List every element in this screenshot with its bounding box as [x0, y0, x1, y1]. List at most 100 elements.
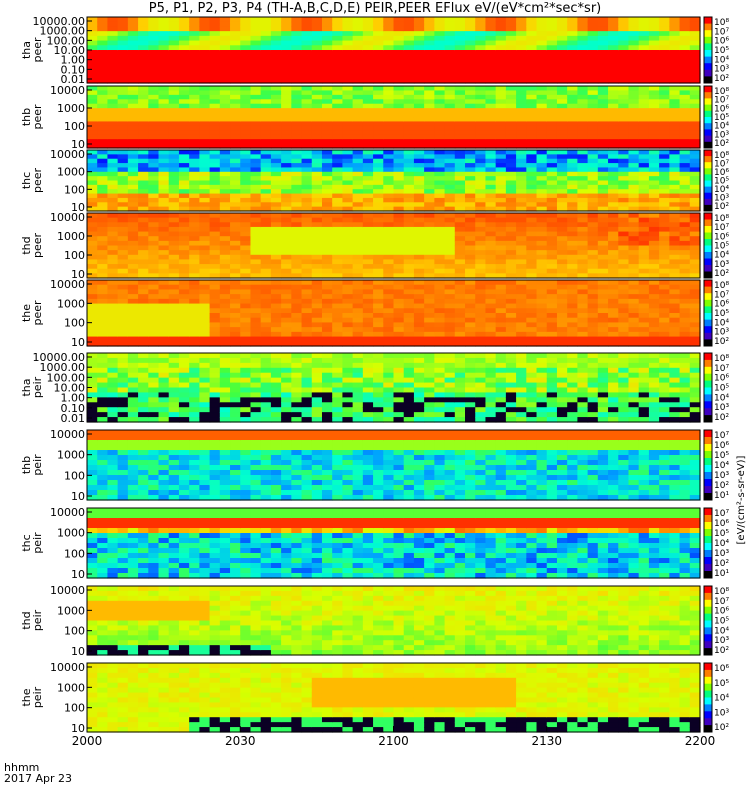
heatmap-cell: [454, 31, 466, 37]
heatmap-cell: [495, 222, 507, 228]
heatmap-cell: [230, 222, 241, 228]
heatmap-cell: [434, 86, 446, 92]
heatmap-cell: [230, 86, 241, 92]
heatmap-cell: [138, 64, 149, 70]
heatmap-cell: [689, 226, 701, 233]
heatmap-cell: [342, 308, 354, 314]
heatmap-cell: [87, 222, 98, 228]
heatmap-cell: [138, 54, 149, 61]
heatmap-cell: [178, 167, 190, 173]
heatmap-cell: [454, 50, 466, 56]
heatmap-cell: [597, 245, 609, 251]
heatmap-cell: [240, 317, 252, 324]
heatmap-cell: [659, 154, 670, 160]
heatmap-cell: [240, 289, 252, 295]
heatmap-cell: [117, 407, 129, 413]
heatmap-cell: [628, 213, 640, 219]
heatmap-cell: [250, 154, 262, 160]
y-tick-label: 1.00: [61, 54, 86, 67]
heatmap-cell: [444, 317, 456, 324]
heatmap-cell: [413, 322, 425, 328]
heatmap-cell: [475, 78, 487, 84]
heatmap-cell: [250, 367, 262, 374]
heatmap-cell: [546, 284, 558, 291]
heatmap-cell: [332, 387, 344, 394]
heatmap-cell: [240, 313, 252, 319]
heatmap-cell: [567, 121, 578, 127]
heatmap-cell: [608, 213, 619, 219]
heatmap-cell: [628, 50, 640, 56]
heatmap-cell: [413, 206, 425, 212]
heatmap-cell: [219, 90, 231, 96]
heatmap-cell: [87, 250, 98, 256]
heatmap-cell: [597, 184, 609, 190]
y-tick-label: 1000.00: [40, 25, 86, 38]
heatmap-cell: [556, 202, 568, 208]
heatmap-cell: [567, 240, 578, 247]
heatmap-cell: [465, 417, 476, 423]
heatmap-cell: [250, 197, 262, 203]
heatmap-cell: [638, 26, 650, 32]
heatmap-cell: [240, 94, 252, 100]
heatmap-cell: [546, 125, 558, 131]
heatmap-cell: [158, 392, 170, 398]
heatmap-cell: [342, 268, 354, 274]
heatmap-cell: [689, 245, 701, 251]
heatmap-cell: [413, 154, 425, 160]
heatmap-cell: [178, 45, 190, 51]
heatmap-cell: [373, 264, 384, 270]
heatmap-cell: [158, 298, 170, 305]
heatmap-cell: [332, 134, 344, 140]
heatmap-cell: [618, 322, 630, 328]
heatmap-cell: [301, 392, 313, 398]
heatmap-cell: [107, 184, 119, 190]
heatmap-cell: [178, 31, 190, 37]
heatmap-cell: [577, 143, 589, 149]
heatmap-cell: [352, 134, 364, 140]
heatmap-cell: [168, 331, 180, 338]
heatmap-cell: [117, 50, 129, 56]
heatmap-cell: [321, 268, 333, 274]
heatmap-cell: [638, 264, 650, 270]
heatmap-cell: [321, 150, 333, 155]
heatmap-cell: [505, 73, 517, 79]
heatmap-cell: [189, 99, 200, 105]
heatmap-cell: [87, 231, 98, 237]
heatmap-cell: [301, 134, 313, 140]
heatmap-cell: [209, 268, 221, 274]
heatmap-cell: [260, 240, 272, 247]
heatmap-cell: [281, 226, 292, 233]
heatmap-cell: [454, 171, 466, 177]
heatmap-cell: [434, 372, 446, 379]
heatmap-cell: [352, 294, 364, 300]
heatmap-cell: [383, 331, 395, 338]
heatmap-cell: [536, 226, 548, 233]
heatmap-cell: [117, 231, 129, 237]
heatmap-cell: [138, 206, 149, 212]
heatmap-cell: [168, 73, 180, 79]
heatmap-cell: [546, 117, 558, 123]
heatmap-cell: [219, 99, 231, 105]
heatmap-cell: [270, 121, 282, 127]
heatmap-cell: [373, 121, 384, 127]
heatmap-cell: [250, 103, 262, 109]
heatmap-cell: [485, 103, 497, 109]
heatmap-cell: [178, 206, 190, 212]
heatmap-cell: [291, 372, 303, 379]
heatmap-cell: [240, 387, 252, 394]
heatmap-cell: [342, 236, 354, 242]
heatmap-cell: [505, 50, 517, 56]
heatmap-cell: [648, 45, 660, 51]
heatmap-cell: [505, 313, 517, 319]
heatmap-cell: [536, 417, 548, 423]
heatmap-cell: [168, 197, 180, 203]
heatmap-cell: [301, 206, 313, 212]
heatmap-cell: [301, 121, 313, 127]
heatmap-cell: [148, 112, 160, 118]
heatmap-cell: [97, 353, 109, 359]
heatmap-cell: [556, 284, 568, 291]
heatmap-cell: [158, 197, 170, 203]
heatmap-cell: [424, 197, 435, 203]
heatmap-cell: [628, 90, 640, 96]
heatmap-cell: [158, 273, 170, 279]
